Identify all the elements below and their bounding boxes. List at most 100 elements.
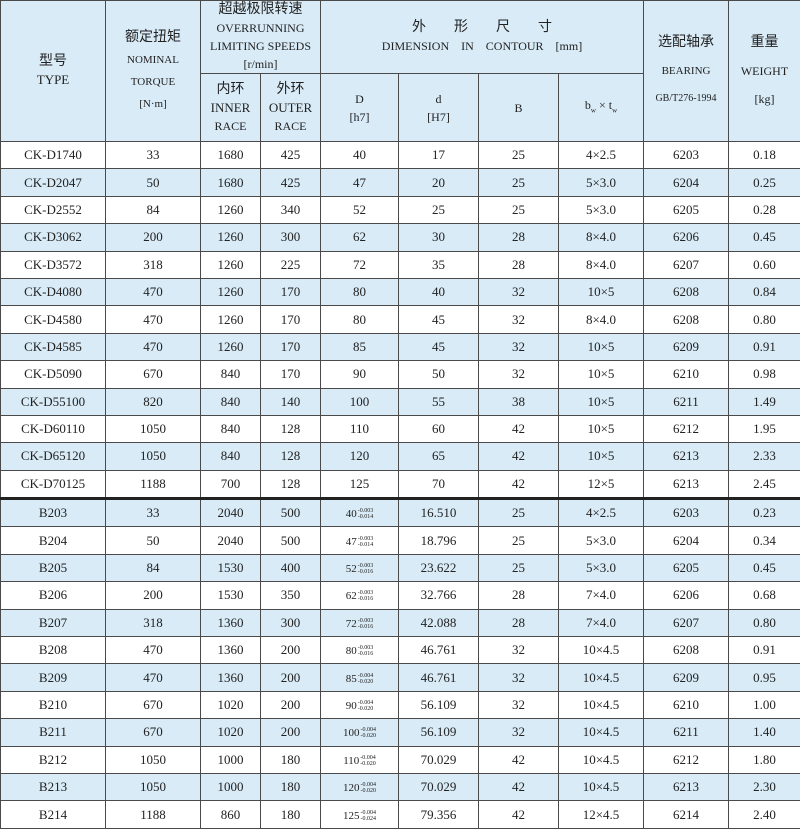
cell-weight: 0.25 <box>729 169 800 196</box>
cell-type: CK-D4080 <box>1 278 106 305</box>
cell-keyway: 10×5 <box>559 361 644 388</box>
cell-outer-speed: 425 <box>261 142 321 169</box>
header-bearing-en: BEARING <box>644 62 728 80</box>
cell-B: 42 <box>479 801 559 828</box>
cell-D: 125 <box>321 470 399 498</box>
cell-D: 72-0.003-0.016 <box>321 609 399 636</box>
cell-weight: 0.80 <box>729 609 800 636</box>
cell-outer-speed: 170 <box>261 333 321 360</box>
d-value: 47 <box>346 536 357 548</box>
cell-inner-speed: 2040 <box>201 527 261 554</box>
cell-inner-speed: 1680 <box>201 169 261 196</box>
cell-type: B204 <box>1 527 106 554</box>
d-tolerance: -0.003-0.016 <box>358 618 374 630</box>
cell-d: 45 <box>399 306 479 333</box>
cell-bearing: 6209 <box>644 664 729 691</box>
cell-bearing: 6213 <box>644 443 729 470</box>
cell-type: B208 <box>1 637 106 664</box>
cell-outer-speed: 200 <box>261 691 321 718</box>
cell-d: 42.088 <box>399 609 479 636</box>
header-keyway: bw × tw <box>559 74 644 142</box>
cell-torque: 1188 <box>106 801 201 828</box>
cell-torque: 670 <box>106 361 201 388</box>
cell-B: 25 <box>479 196 559 223</box>
cell-d: 16.510 <box>399 499 479 527</box>
header-torque-en1: NOMINAL <box>106 51 200 69</box>
cell-torque: 318 <box>106 251 201 278</box>
cell-type: CK-D3572 <box>1 251 106 278</box>
cell-D: 120-0.004-0.020 <box>321 773 399 800</box>
cell-torque: 820 <box>106 388 201 415</box>
header-weight-unit: [kg] <box>729 90 800 108</box>
header-bt-t: × t <box>596 98 612 112</box>
cell-outer-speed: 400 <box>261 554 321 581</box>
cell-d: 55 <box>399 388 479 415</box>
d-value: 120 <box>343 782 360 794</box>
cell-outer-speed: 128 <box>261 443 321 470</box>
cell-weight: 0.91 <box>729 333 800 360</box>
cell-B: 42 <box>479 443 559 470</box>
d-value: 125 <box>343 810 360 822</box>
cell-type: B205 <box>1 554 106 581</box>
cell-torque: 84 <box>106 196 201 223</box>
cell-bearing: 6214 <box>644 801 729 828</box>
cell-D: 72 <box>321 251 399 278</box>
cell-inner-speed: 1260 <box>201 224 261 251</box>
cell-weight: 0.80 <box>729 306 800 333</box>
tol-lower: -0.020 <box>358 679 374 685</box>
cell-weight: 1.40 <box>729 719 800 746</box>
cell-keyway: 10×5 <box>559 415 644 442</box>
cell-type: CK-D65120 <box>1 443 106 470</box>
cell-weight: 1.95 <box>729 415 800 442</box>
header-type-en: TYPE <box>1 71 105 89</box>
cell-D: 62 <box>321 224 399 251</box>
cell-torque: 470 <box>106 637 201 664</box>
cell-weight: 0.68 <box>729 582 800 609</box>
header-D-tol: [h7] <box>321 108 398 126</box>
d-tolerance: -0.004-0.020 <box>358 700 374 712</box>
cell-bearing: 6205 <box>644 196 729 223</box>
cell-torque: 670 <box>106 719 201 746</box>
cell-inner-speed: 2040 <box>201 499 261 527</box>
tol-lower: -0.016 <box>358 651 374 657</box>
cell-d: 60 <box>399 415 479 442</box>
cell-bearing: 6212 <box>644 415 729 442</box>
header-torque: 额定扭矩 NOMINAL TORQUE [N·m] <box>106 1 201 142</box>
cell-bearing: 6210 <box>644 361 729 388</box>
cell-torque: 318 <box>106 609 201 636</box>
tol-lower: -0.024 <box>361 816 377 822</box>
cell-type: CK-D2047 <box>1 169 106 196</box>
cell-inner-speed: 840 <box>201 388 261 415</box>
header-d-tol: [H7] <box>399 108 478 126</box>
cell-torque: 33 <box>106 499 201 527</box>
header-speed-cn: 超越极限转速 <box>201 1 320 19</box>
cell-B: 42 <box>479 470 559 498</box>
cell-bearing: 6210 <box>644 691 729 718</box>
cell-weight: 0.45 <box>729 224 800 251</box>
cell-inner-speed: 1000 <box>201 746 261 773</box>
cell-bearing: 6205 <box>644 554 729 581</box>
header-dimension: 外 形 尺 寸 DIMENSION IN CONTOUR [mm] <box>321 1 644 74</box>
cell-weight: 0.95 <box>729 664 800 691</box>
cell-outer-speed: 300 <box>261 224 321 251</box>
header-type: 型号 TYPE <box>1 1 106 142</box>
cell-d: 46.761 <box>399 637 479 664</box>
d-tolerance: -0.003-0.016 <box>358 645 374 657</box>
cell-B: 42 <box>479 415 559 442</box>
cell-type: CK-D60110 <box>1 415 106 442</box>
header-d-label: d <box>399 90 478 108</box>
cell-D: 110-0.004-0.020 <box>321 746 399 773</box>
cell-weight: 0.45 <box>729 554 800 581</box>
cell-keyway: 7×4.0 <box>559 582 644 609</box>
cell-D: 100 <box>321 388 399 415</box>
cell-type: CK-D1740 <box>1 142 106 169</box>
cell-outer-speed: 425 <box>261 169 321 196</box>
cell-outer-speed: 170 <box>261 278 321 305</box>
cell-D: 110 <box>321 415 399 442</box>
